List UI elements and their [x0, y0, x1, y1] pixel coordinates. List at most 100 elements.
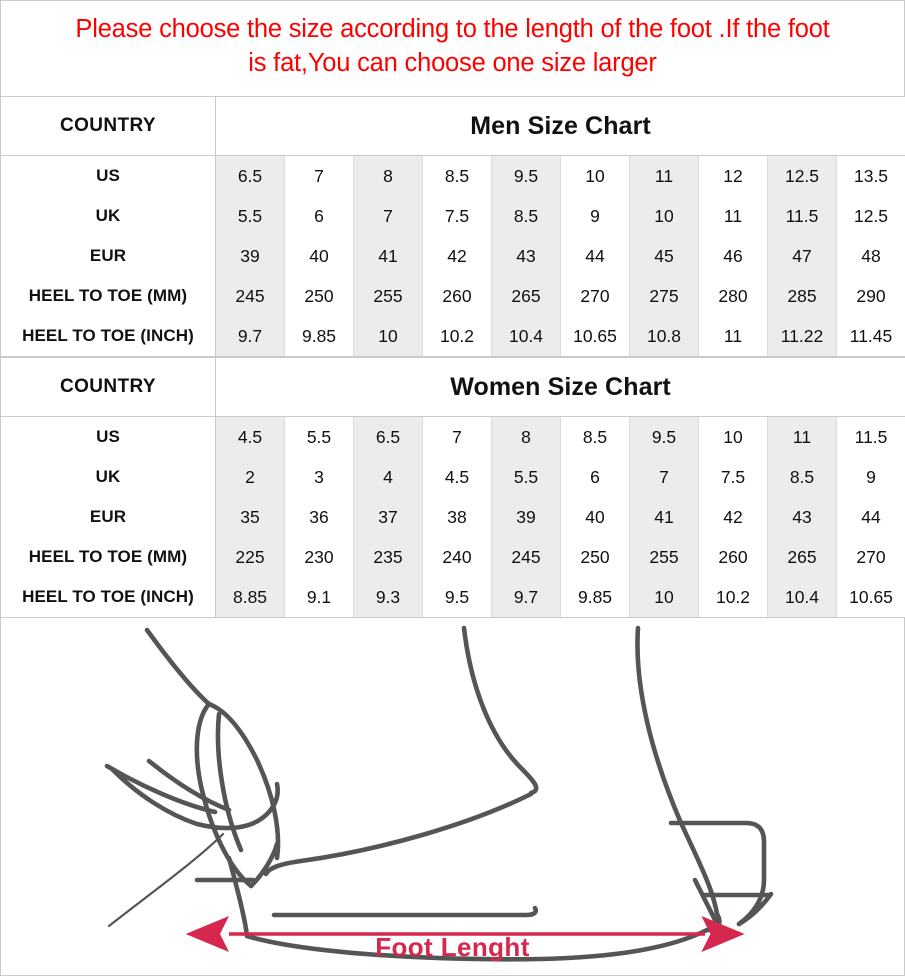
women-uk-5: 6: [561, 457, 630, 497]
men-inch-6: 10.8: [630, 316, 699, 357]
men-inch-7: 11: [699, 316, 768, 357]
men-inch-4: 10.4: [492, 316, 561, 357]
men-uk-4: 8.5: [492, 196, 561, 236]
men-eur-0: 39: [216, 236, 285, 276]
men-uk-8: 11.5: [768, 196, 837, 236]
table-row: US 6.5 7 8 8.5 9.5 10 11 12 12.5 13.5: [1, 156, 905, 197]
men-section-title: Men Size Chart: [216, 97, 905, 156]
women-us-6: 9.5: [630, 417, 699, 458]
heel-tab-tail: [739, 894, 771, 924]
men-uk-9: 12.5: [837, 196, 905, 236]
women-inch-1: 9.1: [285, 577, 354, 618]
foot-length-label: Foot Lenght: [1, 932, 904, 963]
men-country-header: COUNTRY: [1, 97, 216, 156]
men-us-4: 9.5: [492, 156, 561, 197]
men-inch-5: 10.65: [561, 316, 630, 357]
men-us-1: 7: [285, 156, 354, 197]
men-eur-9: 48: [837, 236, 905, 276]
women-eur-8: 43: [768, 497, 837, 537]
women-uk-9: 9: [837, 457, 905, 497]
men-eur-6: 45: [630, 236, 699, 276]
men-inch-1: 9.85: [285, 316, 354, 357]
men-eur-4: 43: [492, 236, 561, 276]
women-eur-7: 42: [699, 497, 768, 537]
row-label-eur: EUR: [1, 236, 216, 276]
calf-back-line: [637, 628, 717, 914]
row-label-uk: UK: [1, 196, 216, 236]
men-mm-2: 255: [354, 276, 423, 316]
women-uk-2: 4: [354, 457, 423, 497]
row-label-us: US: [1, 156, 216, 197]
men-inch-9: 11.45: [837, 316, 905, 357]
men-mm-0: 245: [216, 276, 285, 316]
women-inch-7: 10.2: [699, 577, 768, 618]
women-eur-6: 41: [630, 497, 699, 537]
table-row: HEEL TO TOE (INCH) 9.7 9.85 10 10.2 10.4…: [1, 316, 905, 357]
men-inch-2: 10: [354, 316, 423, 357]
row-label-heel-toe-mm: HEEL TO TOE (MM): [1, 537, 216, 577]
men-size-table: COUNTRY Men Size Chart US 6.5 7 8 8.5 9.…: [0, 96, 905, 357]
women-mm-3: 240: [423, 537, 492, 577]
row-label-uk: UK: [1, 457, 216, 497]
instep-top-line: [266, 794, 531, 874]
table-row: UK 2 3 4 4.5 5.5 6 7 7.5 8.5 9: [1, 457, 905, 497]
women-uk-8: 8.5: [768, 457, 837, 497]
foot-outline: [107, 628, 771, 959]
men-inch-3: 10.2: [423, 316, 492, 357]
notice-line-1: Please choose the size according to the …: [75, 15, 829, 43]
men-us-6: 11: [630, 156, 699, 197]
men-eur-3: 42: [423, 236, 492, 276]
men-uk-7: 11: [699, 196, 768, 236]
women-uk-0: 2: [216, 457, 285, 497]
women-mm-9: 270: [837, 537, 905, 577]
foot-measurement-diagram: Foot Lenght: [0, 618, 905, 976]
women-eur-5: 40: [561, 497, 630, 537]
women-inch-5: 9.85: [561, 577, 630, 618]
men-eur-2: 41: [354, 236, 423, 276]
men-mm-5: 270: [561, 276, 630, 316]
men-mm-6: 275: [630, 276, 699, 316]
table-row: UK 5.5 6 7 7.5 8.5 9 10 11 11.5 12.5: [1, 196, 905, 236]
men-mm-9: 290: [837, 276, 905, 316]
men-us-0: 6.5: [216, 156, 285, 197]
women-us-5: 8.5: [561, 417, 630, 458]
men-us-3: 8.5: [423, 156, 492, 197]
men-us-7: 12: [699, 156, 768, 197]
ankle-ledge-line: [274, 908, 536, 915]
women-us-3: 7: [423, 417, 492, 458]
men-mm-4: 265: [492, 276, 561, 316]
foot-illustration: [1, 618, 905, 974]
men-mm-1: 250: [285, 276, 354, 316]
men-mm-3: 260: [423, 276, 492, 316]
men-us-9: 13.5: [837, 156, 905, 197]
men-eur-7: 46: [699, 236, 768, 276]
women-mm-4: 245: [492, 537, 561, 577]
row-label-eur: EUR: [1, 497, 216, 537]
men-eur-1: 40: [285, 236, 354, 276]
women-inch-9: 10.65: [837, 577, 905, 618]
women-mm-0: 225: [216, 537, 285, 577]
women-mm-1: 230: [285, 537, 354, 577]
men-mm-8: 285: [768, 276, 837, 316]
men-us-8: 12.5: [768, 156, 837, 197]
women-us-7: 10: [699, 417, 768, 458]
women-mm-7: 260: [699, 537, 768, 577]
women-uk-6: 7: [630, 457, 699, 497]
table-row: HEEL TO TOE (MM) 245 250 255 260 265 270…: [1, 276, 905, 316]
women-us-1: 5.5: [285, 417, 354, 458]
notice-text: Please choose the size according to the …: [75, 13, 829, 80]
women-eur-0: 35: [216, 497, 285, 537]
women-inch-4: 9.7: [492, 577, 561, 618]
row-label-heel-toe-inch: HEEL TO TOE (INCH): [1, 316, 216, 357]
table-row: HEEL TO TOE (INCH) 8.85 9.1 9.3 9.5 9.7 …: [1, 577, 905, 618]
men-eur-5: 44: [561, 236, 630, 276]
women-eur-1: 36: [285, 497, 354, 537]
women-uk-3: 4.5: [423, 457, 492, 497]
row-label-us: US: [1, 417, 216, 458]
men-eur-8: 47: [768, 236, 837, 276]
women-inch-3: 9.5: [423, 577, 492, 618]
men-uk-1: 6: [285, 196, 354, 236]
women-inch-6: 10: [630, 577, 699, 618]
women-eur-3: 38: [423, 497, 492, 537]
